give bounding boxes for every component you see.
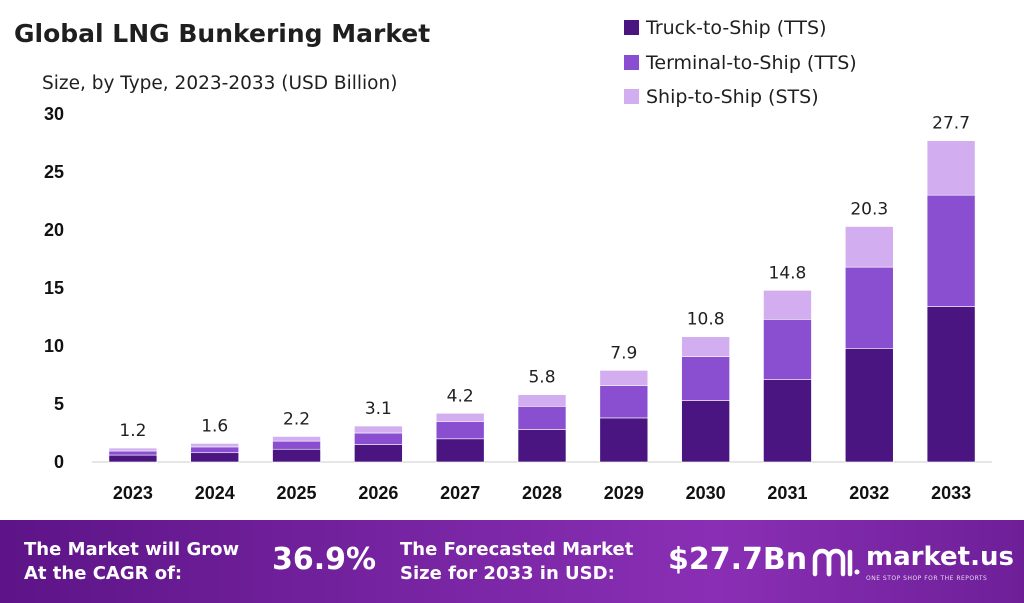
total-data-label: 14.8 xyxy=(769,263,807,283)
bar-segment xyxy=(272,440,321,450)
bar-segment xyxy=(354,444,403,463)
y-axis: 0 5 10 15 20 25 30 xyxy=(44,104,64,472)
bar-segment xyxy=(435,412,485,422)
total-data-label: 5.8 xyxy=(528,368,555,388)
total-data-label: 27.7 xyxy=(932,114,970,134)
bar-segment xyxy=(844,348,894,463)
bar-segment xyxy=(681,336,730,357)
bar-segment xyxy=(354,425,403,434)
x-axis: 2023 2024 2025 2026 2027 2028 2029 2030 2031 2032… xyxy=(113,483,971,503)
x-tick-label: 2029 xyxy=(604,483,644,503)
x-tick-label: 2027 xyxy=(440,483,480,503)
bar-segment xyxy=(108,454,158,463)
y-tick-label: 20 xyxy=(44,220,64,240)
legend: Truck-to-Ship (TTS) Terminal-to-Ship (TTS… xyxy=(624,17,857,108)
bar-segment xyxy=(435,438,485,463)
bar-segment xyxy=(681,400,730,463)
y-tick-label: 5 xyxy=(54,394,64,414)
total-data-label: 3.1 xyxy=(365,399,392,419)
bar-segment xyxy=(926,140,976,196)
bar-segment xyxy=(272,436,321,442)
bar-segment xyxy=(599,417,649,463)
x-tick-label: 2026 xyxy=(358,483,398,503)
bar-segment xyxy=(926,306,976,463)
total-data-label: 1.2 xyxy=(119,421,146,441)
legend-swatch xyxy=(624,89,639,104)
bar-segment xyxy=(517,429,567,463)
x-tick-label: 2025 xyxy=(277,483,317,503)
forecast-label: The Forecasted Market Size for 2033 in U… xyxy=(400,539,634,584)
y-tick-label: 10 xyxy=(44,336,64,356)
bar-segment xyxy=(844,226,894,268)
y-tick-label: 30 xyxy=(44,104,64,124)
bar-segment xyxy=(517,406,567,430)
bar-segment xyxy=(190,446,240,454)
bar-segment xyxy=(926,194,976,307)
market-us-logo-icon xyxy=(812,548,860,577)
x-tick-label: 2032 xyxy=(849,483,889,503)
bar-segment xyxy=(190,452,240,463)
chart-canvas: Global LNG Bunkering Market Size, by Typ… xyxy=(14,17,992,503)
cagr-value: 36.9% xyxy=(272,542,377,577)
forecast-value: $27.7Bn xyxy=(668,542,808,577)
legend-swatch xyxy=(624,55,639,70)
y-tick-label: 0 xyxy=(54,452,64,472)
x-tick-label: 2024 xyxy=(195,483,235,503)
bar-segment xyxy=(354,432,403,445)
total-data-label: 7.9 xyxy=(610,343,637,363)
legend-label: Ship-to-Ship (STS) xyxy=(646,86,819,108)
x-tick-label: 2023 xyxy=(113,483,153,503)
bar-segment xyxy=(763,319,812,380)
total-data-label: 10.8 xyxy=(687,310,725,330)
total-data-label: 20.3 xyxy=(850,200,888,220)
bar-segment xyxy=(599,370,649,386)
x-tick-label: 2028 xyxy=(522,483,562,503)
bar-segment xyxy=(108,447,158,452)
bar-segment xyxy=(272,448,321,463)
bar-segment xyxy=(763,379,812,463)
legend-label: Truck-to-Ship (TTS) xyxy=(645,17,827,39)
x-tick-label: 2031 xyxy=(767,483,807,503)
footer-banner: The Market will Grow At the CAGR of: 36.… xyxy=(0,520,1024,603)
total-data-label: 4.2 xyxy=(447,386,474,406)
bar-segment xyxy=(599,385,649,419)
legend-label: Terminal-to-Ship (TTS) xyxy=(645,52,857,74)
bar-segment xyxy=(844,266,894,349)
brand-name: market.us xyxy=(866,542,1014,572)
x-tick-label: 2033 xyxy=(931,483,971,503)
bar-segment xyxy=(435,421,485,440)
total-data-label: 1.6 xyxy=(201,416,228,436)
total-data-label: 2.2 xyxy=(283,409,310,429)
legend-swatch xyxy=(624,20,639,35)
cagr-label: The Market will Grow At the CAGR of: xyxy=(24,539,240,584)
bar-segment xyxy=(517,394,567,407)
bars: 1.2 1.6 2.2 3.1 4.2 5.8 7.9 10.8 14.8 20.3 27.7 xyxy=(108,114,976,463)
chart-subtitle: Size, by Type, 2023-2033 (USD Billion) xyxy=(42,73,397,94)
bar-segment xyxy=(190,443,240,448)
bar-segment xyxy=(681,356,730,401)
x-tick-label: 2030 xyxy=(686,483,726,503)
bar-segment xyxy=(108,450,158,456)
y-tick-label: 15 xyxy=(44,278,64,298)
y-tick-label: 25 xyxy=(44,162,64,182)
bar-segment xyxy=(763,290,812,320)
brand-tagline: ONE STOP SHOP FOR THE REPORTS xyxy=(866,575,988,582)
chart-title: Global LNG Bunkering Market xyxy=(14,19,430,48)
